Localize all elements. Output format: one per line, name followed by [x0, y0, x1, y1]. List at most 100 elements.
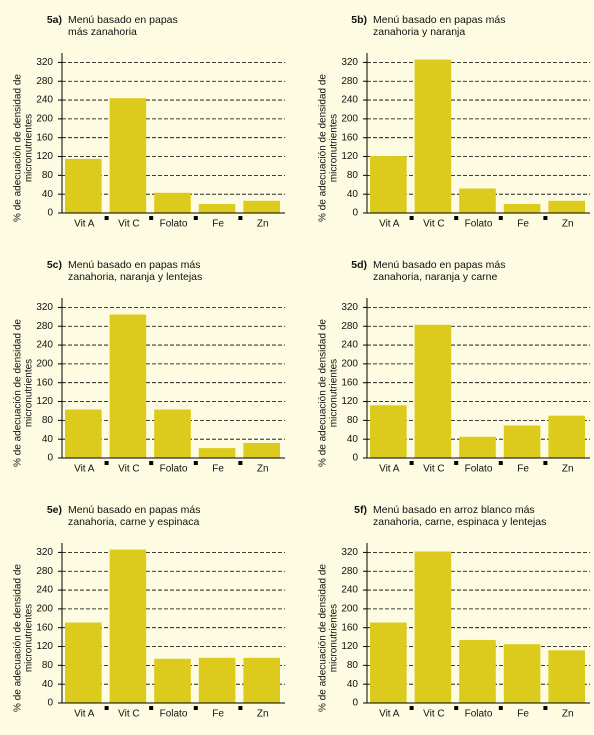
y-tick-label: 40 [42, 679, 54, 690]
panel-title: zanahoria, naranja y lentejas [68, 271, 202, 283]
y-axis-label: micronutrientes [329, 604, 340, 672]
y-tick-label: 200 [36, 604, 53, 615]
y-tick-label: 80 [347, 415, 359, 426]
y-tick-label: 40 [42, 434, 54, 445]
bar [548, 650, 585, 703]
category-separator [238, 216, 243, 220]
y-axis-label: % de adecuación de densidad de [13, 564, 24, 712]
y-tick-label: 0 [352, 453, 358, 464]
y-tick-label: 200 [341, 114, 358, 125]
bar [109, 549, 147, 703]
panel-title: más zanahoria [68, 26, 137, 38]
bar [65, 409, 102, 458]
y-tick-label: 280 [36, 566, 53, 577]
bar [503, 425, 541, 458]
category-separator [149, 706, 154, 710]
category-separator [193, 216, 198, 220]
y-tick-label: 320 [36, 547, 53, 558]
bar [65, 622, 102, 703]
panel-title: zanahoria y naranja [373, 26, 465, 38]
y-tick-label: 0 [352, 698, 358, 709]
x-tick-label: Vit C [423, 464, 445, 475]
y-tick-label: 240 [341, 585, 358, 596]
x-tick-label: Vit A [379, 464, 400, 475]
y-tick-label: 160 [36, 132, 53, 143]
x-tick-label: Zn [257, 464, 269, 475]
panel-title: zanahoria, naranja y carne [373, 271, 497, 283]
x-tick-label: Fe [517, 709, 529, 720]
bar [548, 200, 585, 213]
y-tick-label: 160 [36, 377, 53, 388]
x-tick-label: Folato [160, 219, 188, 230]
category-separator [149, 216, 154, 220]
y-tick-label: 80 [347, 170, 359, 181]
y-tick-label: 320 [341, 57, 358, 68]
bar [109, 98, 147, 213]
panel-title: zanahoria, carne y espinaca [68, 516, 199, 528]
y-tick-label: 200 [36, 114, 53, 125]
y-axis-label: micronutrientes [24, 359, 35, 427]
x-tick-label: Vit A [74, 464, 95, 475]
x-tick-label: Zn [257, 219, 269, 230]
x-tick-label: Fe [212, 219, 224, 230]
x-tick-label: Folato [160, 464, 188, 475]
bar [198, 448, 236, 458]
y-tick-label: 320 [36, 302, 53, 313]
y-tick-label: 80 [347, 660, 359, 671]
category-separator [409, 461, 414, 465]
category-separator [104, 706, 109, 710]
category-separator [454, 461, 459, 465]
y-tick-label: 160 [341, 622, 358, 633]
y-axis-label: micronutrientes [24, 604, 35, 672]
x-tick-label: Vit C [423, 709, 445, 720]
x-tick-label: Vit C [118, 219, 140, 230]
x-tick-label: Fe [212, 464, 224, 475]
bar [370, 405, 407, 458]
y-tick-label: 160 [341, 132, 358, 143]
bar [154, 409, 191, 458]
x-tick-label: Vit C [118, 709, 140, 720]
y-tick-label: 0 [352, 208, 358, 219]
x-tick-label: Fe [517, 219, 529, 230]
category-separator [409, 216, 414, 220]
panel-label: 5f) [354, 504, 367, 516]
bar [414, 324, 452, 458]
panel-title: Menú basado en papas más [373, 259, 506, 271]
y-tick-label: 240 [36, 95, 53, 106]
category-separator [193, 706, 198, 710]
y-tick-label: 120 [36, 641, 53, 652]
bar [459, 436, 496, 458]
y-tick-label: 280 [341, 566, 358, 577]
category-separator [104, 216, 109, 220]
y-tick-label: 40 [347, 679, 359, 690]
x-tick-label: Zn [562, 219, 574, 230]
bar [548, 415, 585, 458]
x-tick-label: Vit A [74, 709, 95, 720]
x-tick-label: Folato [465, 219, 493, 230]
y-tick-label: 320 [36, 57, 53, 68]
x-tick-label: Vit A [379, 709, 400, 720]
category-separator [193, 461, 198, 465]
category-separator [238, 461, 243, 465]
y-tick-label: 0 [47, 698, 53, 709]
panel-label: 5e) [47, 504, 62, 516]
bar [154, 192, 191, 213]
y-tick-label: 200 [36, 359, 53, 370]
y-tick-label: 40 [42, 189, 54, 200]
y-tick-label: 200 [341, 359, 358, 370]
x-tick-label: Folato [160, 709, 188, 720]
y-tick-label: 200 [341, 604, 358, 615]
panel-label: 5c) [47, 259, 62, 271]
panel-title: zanahoria, carne, espinaca y lentejas [373, 516, 546, 528]
y-tick-label: 120 [341, 396, 358, 407]
y-tick-label: 80 [42, 170, 54, 181]
y-tick-label: 240 [341, 95, 358, 106]
category-separator [498, 216, 503, 220]
category-separator [454, 706, 459, 710]
y-tick-label: 80 [42, 415, 54, 426]
y-axis-label: % de adecuación de densidad de [318, 564, 329, 712]
y-axis-label: micronutrientes [329, 114, 340, 182]
y-tick-label: 160 [341, 377, 358, 388]
